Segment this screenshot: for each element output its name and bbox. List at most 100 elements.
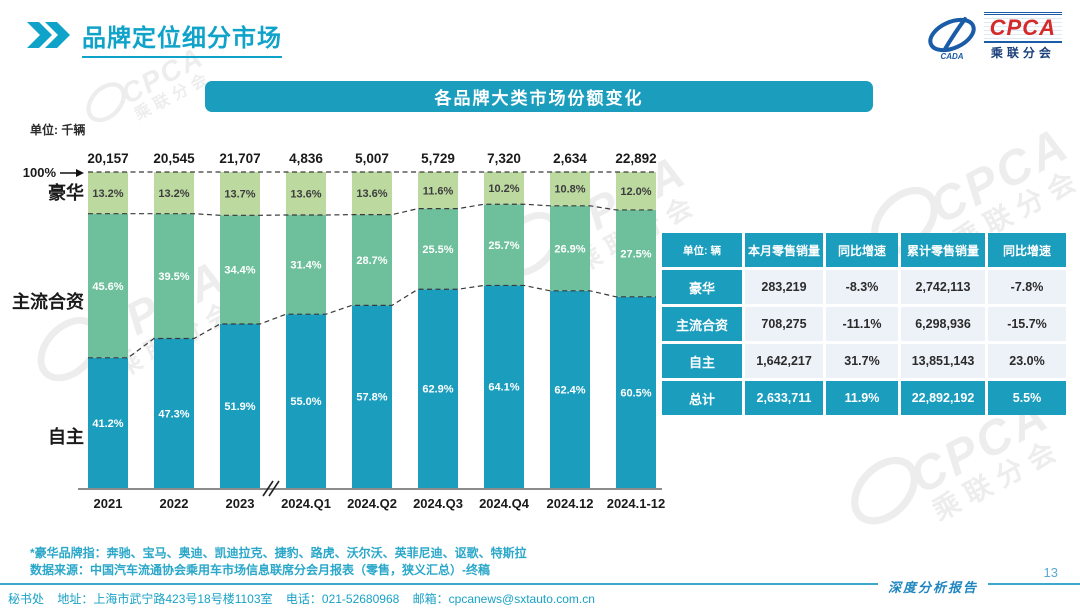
bar-segment-豪华 xyxy=(550,171,590,206)
segment-label: 57.8% xyxy=(356,392,387,404)
bar-segment-豪华 xyxy=(220,172,260,216)
footnotes: *豪华品牌指：奔驰、宝马、奥迪、凯迪拉克、捷豹、路虎、沃尔沃、英菲尼迪、讴歌、特… xyxy=(30,545,527,579)
bar-segment-自主 xyxy=(154,338,194,488)
x-axis-tick-label: 2024.Q2 xyxy=(347,496,397,511)
dashed-boundary-line-2 xyxy=(88,284,656,359)
segment-label: 51.9% xyxy=(224,401,255,413)
table-cell: -11.1% xyxy=(826,307,898,341)
segment-label: 62.4% xyxy=(554,384,585,396)
x-axis-tick-label: 2024.12 xyxy=(547,496,594,511)
logo-text-block: CPCA 乘联分会 xyxy=(983,12,1062,61)
table-column-header: 同比增速 xyxy=(826,233,898,267)
segment-label: 41.2% xyxy=(92,418,123,430)
hundred-percent-arrowhead xyxy=(76,169,84,177)
stacked-bar-chart: 41.2% 45.6% 13.2% 20,157 2021 47.3% 39.5% 13.2%… xyxy=(12,151,666,511)
bar-segment-主流合资 xyxy=(484,204,524,286)
bar-total-label: 7,320 xyxy=(487,151,521,166)
category-axis-label-自主: 自主 xyxy=(48,426,84,447)
segment-label: 45.6% xyxy=(92,281,123,293)
x-axis-tick-label: 2024.Q1 xyxy=(281,496,331,511)
axis-break-mark xyxy=(268,480,280,497)
table-cell: 13,851,143 xyxy=(901,344,985,378)
segment-label: 10.2% xyxy=(488,183,519,195)
segment-label: 10.8% xyxy=(554,184,585,196)
footer-phone: 电话：021-52680968 xyxy=(285,592,400,606)
table-cell: 22,892,192 xyxy=(901,381,985,415)
x-axis-tick-label: 2021 xyxy=(94,496,123,511)
footer-contact: 秘书处 地址：上海市武宁路423号18号楼1103室 电话：021-526809… xyxy=(8,590,605,607)
table-cell: 2,633,711 xyxy=(745,381,823,415)
bar-total-label: 2,634 xyxy=(553,151,587,166)
segment-label: 26.9% xyxy=(554,243,585,255)
bar-segment-主流合资 xyxy=(418,208,458,290)
bar-segment-主流合资 xyxy=(220,215,260,324)
x-axis-tick-label: 2022 xyxy=(160,496,189,511)
bar-total-label: 20,545 xyxy=(153,151,195,166)
bar-group-2024.12: 62.4% 26.9% 10.8% 2,634 2024.12 xyxy=(547,151,594,511)
x-axis-tick-label: 2024.Q4 xyxy=(479,496,530,511)
bar-total-label: 20,157 xyxy=(87,151,128,166)
bar-segment-自主 xyxy=(484,285,524,488)
table-column-header: 同比增速 xyxy=(988,233,1066,267)
bar-segment-豪华 xyxy=(352,171,392,215)
table-cell: 23.0% xyxy=(988,344,1066,378)
table-cell: 6,298,936 xyxy=(901,307,985,341)
segment-label: 64.1% xyxy=(488,382,519,394)
page-title: 品牌定位细分市场 xyxy=(82,18,282,58)
bar-segment-豪华 xyxy=(616,172,656,210)
axis-break-mark xyxy=(262,480,274,497)
bar-group-2024.1-12: 60.5% 27.5% 12.0% 22,892 2024.1-12 xyxy=(607,151,666,511)
bar-group-2022: 47.3% 39.5% 13.2% 20,545 2022 xyxy=(153,151,195,511)
table-row-label: 总计 xyxy=(662,381,742,415)
chart-title-banner: 各品牌大类市场份额变化 xyxy=(205,81,873,112)
bar-group-2024.Q1: 55.0% 31.4% 13.6% 4,836 2024.Q1 xyxy=(281,151,331,511)
footnote-luxury-brands: *豪华品牌指：奔驰、宝马、奥迪、凯迪拉克、捷豹、路虎、沃尔沃、英菲尼迪、讴歌、特… xyxy=(30,546,527,560)
bar-total-label: 22,892 xyxy=(615,151,656,166)
cpca-logo: CADA CPCA 乘联分会 xyxy=(925,12,1062,61)
footer-divider-line xyxy=(0,583,1080,585)
table-cell: -7.8% xyxy=(988,270,1066,304)
bar-segment-主流合资 xyxy=(616,209,656,297)
segment-label: 62.9% xyxy=(422,384,453,396)
segment-label: 13.6% xyxy=(356,188,387,200)
bar-segment-豪华 xyxy=(418,172,458,209)
bar-segment-自主 xyxy=(550,290,590,488)
segment-label: 31.4% xyxy=(290,260,321,272)
bar-group-2021: 41.2% 45.6% 13.2% 20,157 2021 xyxy=(87,151,128,511)
bar-segment-主流合资 xyxy=(88,213,128,358)
table-cell: 11.9% xyxy=(826,381,898,415)
footer-email: 邮箱：cpcanews@sxtauto.com.cn xyxy=(412,592,595,606)
segment-label: 60.5% xyxy=(620,387,651,399)
segment-label: 47.3% xyxy=(158,408,189,420)
segment-label: 13.2% xyxy=(92,188,123,200)
x-axis-tick-label: 2024.1-12 xyxy=(607,496,666,511)
table-cell: -8.3% xyxy=(826,270,898,304)
bar-group-2024.Q4: 64.1% 25.7% 10.2% 7,320 2024.Q4 xyxy=(479,151,530,511)
table-cell: 708,275 xyxy=(745,307,823,341)
x-axis-tick-label: 2023 xyxy=(226,496,255,511)
bar-segment-豪华 xyxy=(154,172,194,214)
table-row-label: 豪华 xyxy=(662,270,742,304)
chart-unit-label: 单位: 千辆 xyxy=(30,123,86,137)
cada-swoosh-icon: CADA xyxy=(925,13,979,61)
table-row-label: 主流合资 xyxy=(662,307,742,341)
bar-segment-自主 xyxy=(286,314,326,488)
bar-segment-自主 xyxy=(418,289,458,488)
table-cell: 31.7% xyxy=(826,344,898,378)
footer-secretariat: 秘书处 xyxy=(8,592,45,606)
bar-segment-豪华 xyxy=(484,172,524,205)
bar-group-2024.Q2: 57.8% 28.7% 13.6% 5,007 2024.Q2 xyxy=(347,151,397,511)
x-axis-tick-label: 2024.Q3 xyxy=(413,496,463,511)
table-unit-header: 单位: 辆 xyxy=(662,233,742,267)
logo-acronym: CPCA xyxy=(983,12,1062,43)
svg-text:CADA: CADA xyxy=(940,52,963,61)
hundred-percent-label: 100% xyxy=(23,165,57,180)
bar-total-label: 21,707 xyxy=(219,151,260,166)
bar-total-label: 5,007 xyxy=(355,151,389,166)
sales-table: 单位: 辆本月零售销量 同比增速 累计零售销量 同比增速 豪华 283,219 -8.3% 2… xyxy=(662,233,1066,415)
report-type-label: 深度分析报告 xyxy=(877,577,988,596)
bar-segment-自主 xyxy=(88,357,128,488)
bar-group-2023: 51.9% 34.4% 13.7% 21,707 2023 xyxy=(219,151,260,511)
bar-segment-主流合资 xyxy=(154,213,194,339)
footer-address: 地址：上海市武宁路423号18号楼1103室 xyxy=(57,592,273,606)
